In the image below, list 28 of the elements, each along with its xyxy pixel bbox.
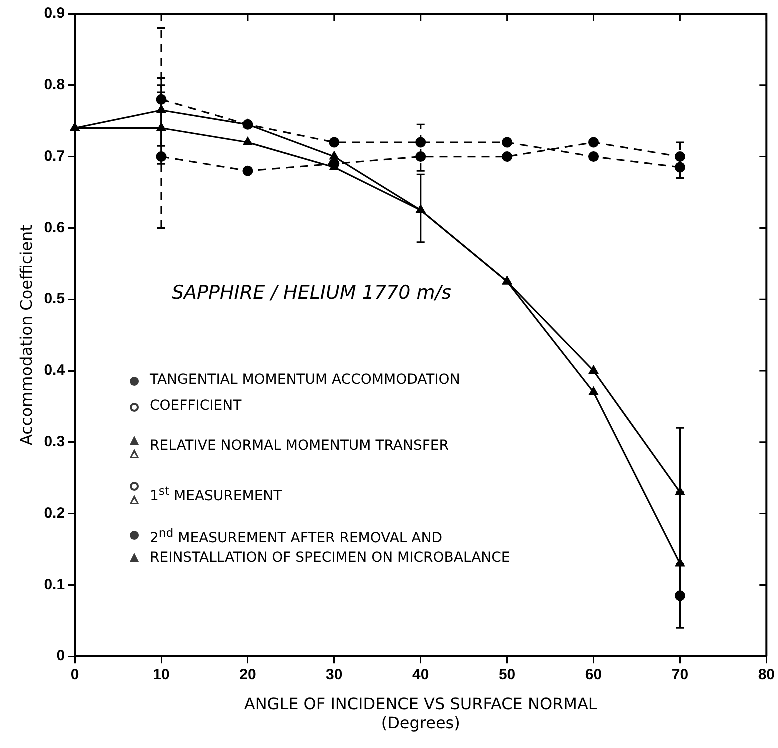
y-tick-label: 0 — [56, 648, 66, 665]
annotation: RELATIVE NORMAL MOMENTUM TRANSFER — [150, 438, 449, 454]
annotation: REINSTALLATION OF SPECIMEN ON MICROBALANCE — [150, 550, 510, 566]
y-tick-label: 0.2 — [44, 504, 66, 522]
annotation: 2$^{nd}$ MEASUREMENT AFTER REMOVAL AND — [150, 526, 443, 547]
annotation: TANGENTIAL MOMENTUM ACCOMMODATION — [150, 372, 460, 388]
y-tick-label: 0.5 — [44, 290, 66, 308]
x-tick-label: 40 — [412, 666, 430, 684]
x-tick-label: 70 — [672, 666, 689, 684]
x-tick-label: 80 — [758, 666, 775, 684]
annotation: SAPPHIRE / HELIUM 1770 m/s — [172, 282, 452, 304]
y-tick-label: 0.8 — [44, 76, 66, 94]
y-tick-label: 0.6 — [44, 219, 66, 236]
annotation: 1$^{st}$ MEASUREMENT — [150, 484, 282, 505]
x-tick-label: 30 — [326, 666, 343, 684]
y-tick-label: 0.4 — [44, 362, 66, 380]
annotation: COEFFICIENT — [150, 398, 242, 414]
x-tick-label: 20 — [240, 666, 256, 684]
x-tick-label: 0 — [70, 666, 80, 684]
x-tick-label: 50 — [498, 666, 516, 684]
y-tick-label: 0.7 — [44, 148, 66, 165]
x-tick-label: 60 — [585, 666, 602, 684]
y-tick-label: 0.9 — [44, 5, 66, 22]
y-tick-label: 0.1 — [44, 576, 66, 594]
y-axis-title: Accommodation Coefficient — [16, 225, 36, 446]
x-axis-title: ANGLE OF INCIDENCE VS SURFACE NORMAL (Degrees) — [244, 694, 598, 733]
y-tick-label: 0.3 — [44, 434, 66, 451]
x-tick-label: 10 — [153, 666, 170, 684]
